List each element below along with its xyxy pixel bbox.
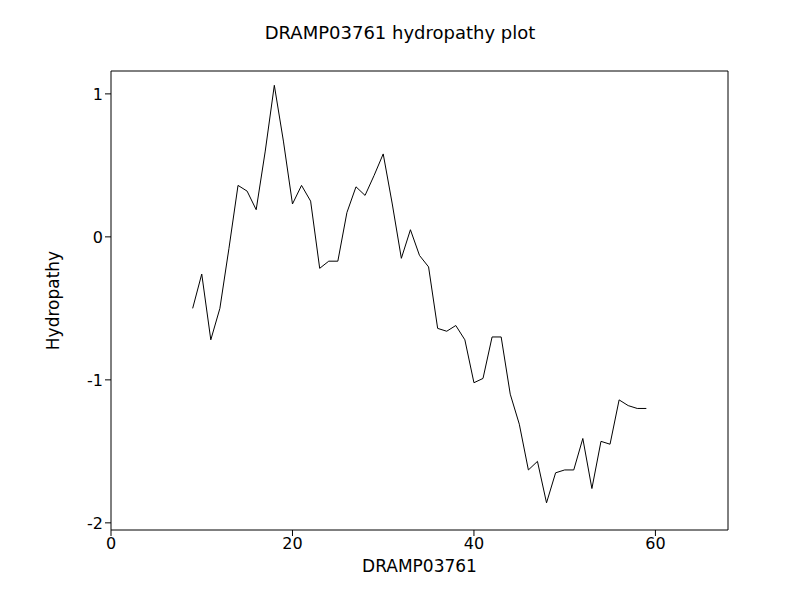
svg-text:60: 60 xyxy=(645,534,665,553)
svg-text:40: 40 xyxy=(464,534,484,553)
svg-text:0: 0 xyxy=(106,534,116,553)
svg-text:0: 0 xyxy=(93,228,103,247)
svg-text:Hydropathy: Hydropathy xyxy=(43,251,63,350)
svg-text:DRAMP03761: DRAMP03761 xyxy=(362,556,477,576)
svg-text:-2: -2 xyxy=(87,514,103,533)
svg-text:1: 1 xyxy=(93,85,103,104)
svg-text:-1: -1 xyxy=(87,371,103,390)
svg-text:20: 20 xyxy=(282,534,302,553)
html-text:DRAMP03761 hydropathy plot: DRAMP03761 hydropathy plot xyxy=(264,22,536,43)
